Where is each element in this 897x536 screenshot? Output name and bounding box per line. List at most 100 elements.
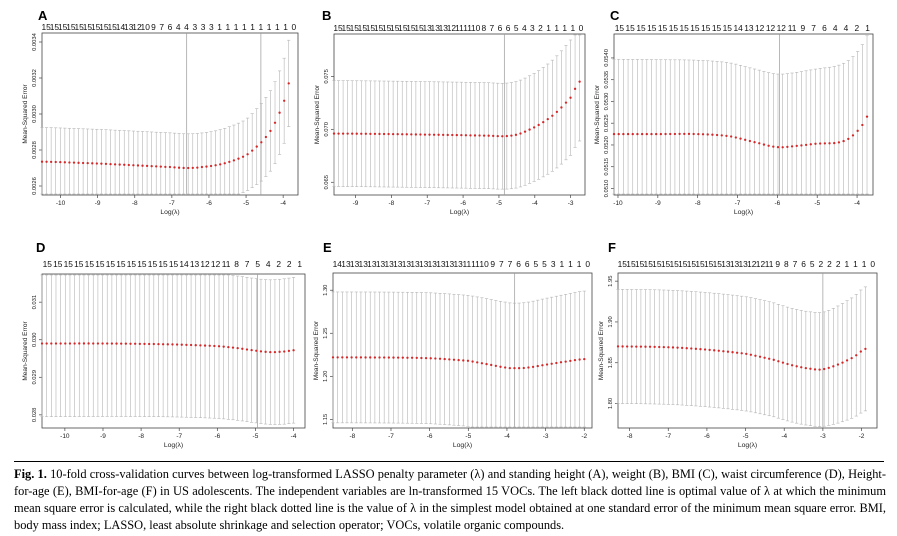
- top-label: 2: [827, 259, 832, 269]
- x-tick-label: -6: [206, 200, 212, 207]
- panel-e: E14 13 13 13 13 13 13 13 13 13 13 13 13 13 13 11 11 10 9 7 7…: [313, 240, 593, 449]
- top-label: 3: [209, 22, 214, 32]
- top-label: 10: [471, 23, 481, 33]
- top-label: 13: [367, 259, 377, 269]
- cv-point: [147, 342, 151, 346]
- cv-point: [514, 133, 518, 136]
- y-tick-label: 0.030: [32, 332, 38, 347]
- top-label: 13: [190, 259, 200, 269]
- x-tick-label: -5: [465, 433, 471, 440]
- x-tick-label: -3: [543, 433, 549, 440]
- y-axis-label: Mean-Squared Error: [598, 320, 605, 380]
- top-label: 11: [788, 23, 797, 33]
- cv-point: [658, 345, 661, 349]
- top-label: 15: [382, 23, 392, 33]
- top-label: 15: [695, 259, 705, 269]
- cv-point: [464, 134, 468, 137]
- top-label: 15: [127, 259, 137, 269]
- y-axis-label: Mean-Squared Error: [594, 84, 601, 144]
- cv-point: [164, 165, 167, 168]
- cv-point: [228, 160, 231, 164]
- cv-point: [841, 361, 844, 364]
- top-label: 1: [234, 22, 239, 32]
- cv-point: [753, 141, 756, 144]
- cv-point: [754, 354, 757, 357]
- cv-point: [113, 163, 117, 166]
- plot-frame: [333, 33, 586, 196]
- y-tick-label: 1.15: [323, 414, 329, 425]
- y-tick-label: 1.95: [608, 276, 614, 287]
- top-label: 12: [766, 23, 776, 33]
- top-label: 11: [463, 23, 472, 33]
- cv-point: [648, 345, 652, 348]
- cv-point: [790, 364, 794, 367]
- cv-point: [196, 166, 199, 169]
- cv-point: [150, 165, 153, 168]
- cv-point: [763, 356, 766, 359]
- cv-point: [200, 165, 204, 169]
- top-label: 11: [455, 23, 464, 33]
- cv-point: [703, 348, 707, 351]
- cv-point: [255, 145, 258, 148]
- cv-point: [809, 367, 812, 370]
- y-tick-label: 0.031: [32, 295, 38, 310]
- cv-point: [264, 135, 268, 139]
- cv-point: [545, 363, 549, 366]
- y-axis-label: Mean-Squared Error: [22, 321, 29, 381]
- y-tick-label: 0.0510: [604, 180, 610, 198]
- top-label: 9: [490, 259, 495, 269]
- cv-point: [364, 132, 367, 135]
- cv-point: [713, 349, 716, 352]
- cv-point: [510, 134, 513, 137]
- cv-point: [81, 161, 85, 165]
- cv-point: [680, 346, 684, 350]
- cv-point: [120, 342, 123, 345]
- x-tick-label: -5: [243, 200, 249, 207]
- x-tick-label: -8: [349, 433, 355, 440]
- cv-point: [429, 357, 432, 360]
- top-label: 15: [647, 23, 657, 33]
- x-axis-label: Log(λ): [738, 442, 757, 449]
- cv-point: [264, 350, 267, 353]
- top-label: 6: [498, 23, 503, 33]
- x-tick-label: -5: [496, 200, 502, 207]
- cv-point: [542, 121, 545, 124]
- cv-point: [523, 130, 527, 133]
- top-label: 4: [176, 22, 181, 32]
- cv-point: [626, 345, 629, 348]
- top-label: 15: [635, 259, 645, 269]
- top-label: 15: [106, 259, 116, 269]
- x-tick-label: -9: [95, 200, 101, 207]
- cv-point: [166, 343, 169, 346]
- cv-point: [786, 362, 789, 366]
- cv-point: [77, 161, 80, 164]
- top-label: 15: [137, 259, 147, 269]
- top-label: 13: [454, 259, 464, 269]
- top-label: 8: [784, 259, 789, 269]
- cv-point: [236, 347, 239, 350]
- cv-point: [804, 366, 807, 370]
- cv-point: [735, 351, 739, 354]
- top-label: 0: [585, 259, 590, 269]
- cv-point: [345, 356, 349, 359]
- cv-point: [145, 164, 149, 168]
- cv-point: [531, 365, 535, 369]
- caption-rule: [14, 461, 884, 462]
- cv-point: [59, 342, 62, 345]
- cv-point: [800, 366, 803, 369]
- top-label: 13: [439, 23, 449, 33]
- x-tick-label: -4: [504, 433, 510, 440]
- cv-point: [528, 128, 531, 131]
- cv-point: [414, 133, 418, 136]
- x-tick-label: -7: [424, 200, 430, 207]
- cv-point: [127, 163, 130, 167]
- top-label: 1: [275, 22, 280, 32]
- cv-point: [697, 132, 700, 136]
- cv-point: [260, 141, 263, 144]
- top-label: 2: [276, 259, 281, 269]
- cv-point: [676, 346, 679, 349]
- cv-point: [104, 162, 108, 166]
- figure-caption: Fig. 1. 10-fold cross-validation curves …: [14, 466, 886, 534]
- top-label: 7: [490, 23, 495, 33]
- cv-point: [861, 123, 864, 127]
